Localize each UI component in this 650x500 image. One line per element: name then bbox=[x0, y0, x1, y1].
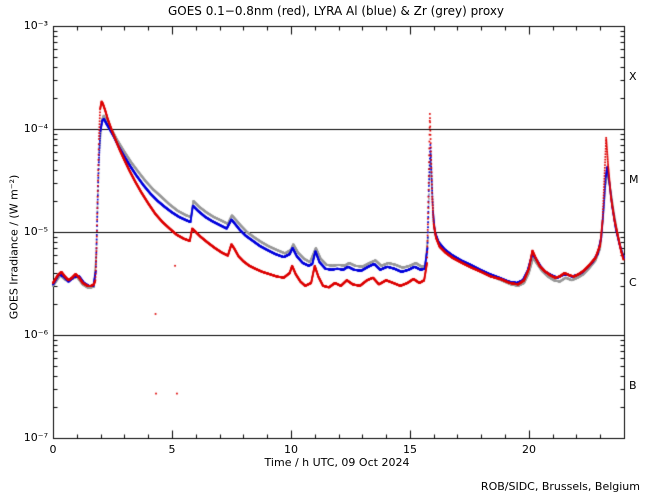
y-tick-label-1e-4: 10⁻⁴ bbox=[23, 122, 48, 135]
x-tick-label-15h: 15 bbox=[403, 443, 417, 456]
x-tick-label-0h: 0 bbox=[49, 443, 57, 456]
y-axis-title: GOES Irradiance / (W m⁻²) bbox=[7, 174, 21, 320]
x-tick-label-20h: 20 bbox=[522, 443, 536, 456]
y-tick-label-1e-5: 10⁻⁵ bbox=[23, 225, 48, 238]
chart-title: GOES 0.1−0.8nm (red), LYRA Al (blue) & Z… bbox=[167, 4, 505, 18]
x-tick-label-5h: 5 bbox=[168, 443, 176, 456]
y-tick-label-1e-7: 10⁻⁷ bbox=[23, 431, 48, 444]
flare-class-label-m: M bbox=[629, 173, 639, 186]
flare-class-label-c: C bbox=[629, 276, 637, 289]
y-tick-label-1e-3: 10⁻³ bbox=[23, 19, 48, 32]
y-tick-label-1e-6: 10⁻⁶ bbox=[23, 328, 48, 341]
x-tick-label-10h: 10 bbox=[284, 443, 298, 456]
flare-class-label-x: X bbox=[629, 70, 637, 83]
x-axis-title: Time / h UTC, 09 Oct 2024 bbox=[264, 456, 410, 469]
flare-class-label-b: B bbox=[629, 379, 637, 392]
footer-credit: ROB/SIDC, Brussels, Belgium bbox=[480, 480, 640, 493]
